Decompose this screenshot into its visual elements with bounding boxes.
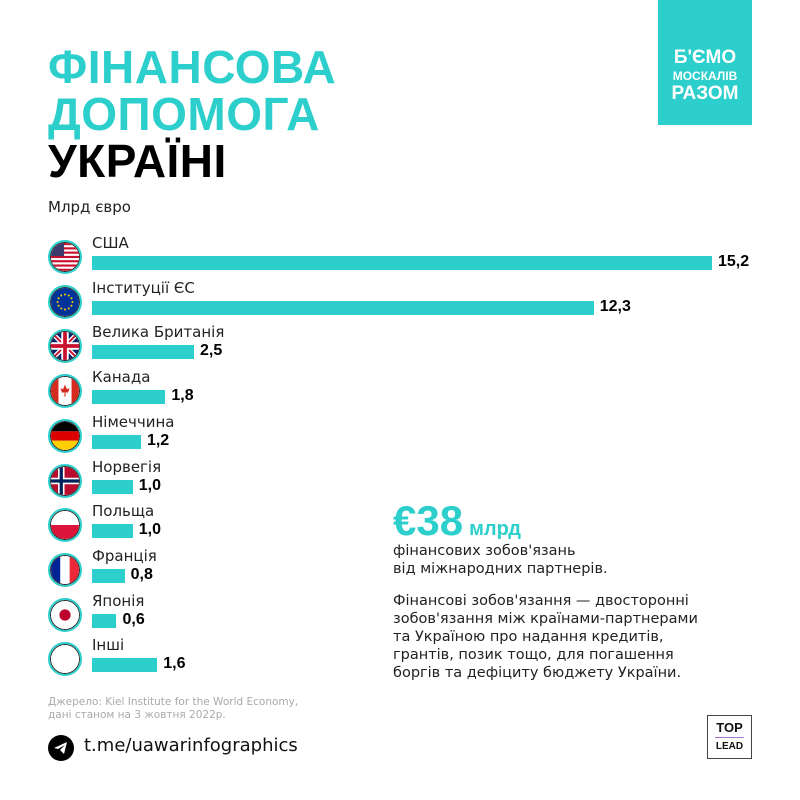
total-description: фінансових зобов'язань від міжнародних п… — [393, 542, 608, 578]
bar-row: Норвегія 1,0 — [48, 458, 768, 502]
category-label: Інші — [92, 636, 125, 655]
flag-poland-icon — [48, 508, 82, 543]
flag-uk-icon — [48, 329, 82, 364]
bar — [92, 568, 125, 583]
data-label: 2,5 — [199, 342, 223, 360]
definition-line: зобов'язання між країнами-партнерами — [393, 611, 698, 627]
total-desc-line: від міжнародних партнерів. — [393, 561, 608, 577]
source-note: Джерело: Kiel Institute for the World Ec… — [48, 696, 298, 722]
source-line: Джерело: Kiel Institute for the World Ec… — [48, 696, 299, 708]
bar — [92, 479, 133, 494]
total-amount: €38 млрд — [393, 497, 521, 545]
data-label: 1,2 — [146, 431, 170, 449]
category-label: Німеччина — [92, 412, 175, 431]
flag-usa-icon — [48, 240, 82, 274]
data-label: 1,6 — [163, 655, 186, 673]
definition-text: Фінансові зобов'язання — двосторонні зоб… — [393, 592, 698, 682]
bar — [92, 524, 133, 539]
flag-norway-icon — [48, 463, 82, 498]
unit-label: Млрд євро — [48, 198, 131, 216]
definition-line: боргів та дефіциту бюджету України. — [393, 665, 682, 681]
source-line: дані станом на 3 жовтня 2022р. — [48, 709, 226, 721]
slogan-badge: Б'ЄМО МОСКАЛІВ РАЗОМ — [658, 0, 752, 125]
bar — [92, 434, 141, 449]
bar — [92, 300, 594, 315]
category-label: Польща — [92, 502, 155, 521]
data-label: 12,3 — [599, 297, 631, 315]
logo-top: TOP — [715, 720, 744, 738]
bar-row: Велика Британія 2,5 — [48, 323, 768, 367]
bar — [92, 345, 194, 360]
title-line-1: ФІНАНСОВА — [48, 41, 337, 93]
badge-line-1: Б'ЄМО — [673, 47, 737, 68]
data-label: 0,6 — [122, 610, 145, 628]
category-label: Норвегія — [92, 457, 162, 476]
total-value: €38 — [393, 497, 464, 544]
flag-france-icon — [48, 552, 82, 587]
flag-japan-icon — [48, 597, 82, 632]
bar-row: Японія 0,6 — [48, 592, 768, 636]
bar-row: Польща 1,0 — [48, 502, 768, 546]
definition-line: грантів, позик тощо, для погашення — [393, 647, 674, 663]
logo-bottom: LEAD — [715, 741, 744, 752]
bar-row: Інші 1,6 — [48, 636, 768, 680]
bar — [92, 658, 158, 673]
category-label: США — [92, 234, 129, 252]
total-unit: млрд — [469, 518, 521, 540]
bar-row: Інституції ЄС 12,3 — [48, 279, 768, 323]
data-label: 1,0 — [138, 476, 162, 494]
telegram-link[interactable]: t.me/uawarinfographics — [84, 735, 298, 756]
bar-row: США 15,2 — [48, 234, 768, 278]
flag-canada-icon — [48, 374, 82, 409]
title-line-2: ДОПОМОГА — [48, 88, 320, 140]
flag-germany-icon — [48, 418, 82, 453]
data-label: 1,0 — [138, 521, 162, 539]
bar-row: Франція 0,8 — [48, 547, 768, 591]
data-label: 15,2 — [718, 253, 750, 270]
data-label: 1,8 — [171, 387, 194, 405]
badge-line-2: МОСКАЛІВ — [672, 69, 738, 83]
category-label: Інституції ЄС — [92, 278, 195, 297]
category-label: Франція — [92, 546, 157, 565]
definition-line: та Україною про надання кредитів, — [393, 629, 664, 645]
category-label: Японія — [92, 591, 145, 610]
title-line-3: УКРАЇНІ — [48, 135, 227, 187]
toplead-logo: TOP LEAD — [707, 715, 752, 759]
bar — [92, 390, 166, 405]
blank-circle-icon — [48, 642, 82, 677]
category-label: Велика Британія — [92, 323, 225, 342]
data-label: 0,8 — [130, 565, 153, 583]
bar-row: Німеччина 1,2 — [48, 413, 768, 457]
bar — [92, 613, 117, 628]
flag-eu-icon — [48, 284, 82, 319]
total-desc-line: фінансових зобов'язань — [393, 543, 576, 559]
bar — [92, 256, 712, 270]
telegram-icon[interactable] — [48, 735, 74, 761]
bar-row: Канада 1,8 — [48, 368, 768, 412]
definition-line: Фінансові зобов'язання — двосторонні — [393, 593, 689, 609]
badge-line-3: РАЗОМ — [671, 83, 739, 104]
category-label: Канада — [92, 368, 151, 387]
